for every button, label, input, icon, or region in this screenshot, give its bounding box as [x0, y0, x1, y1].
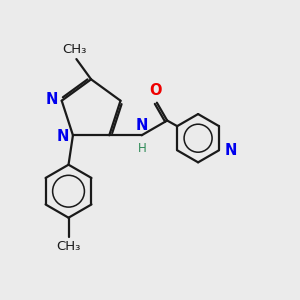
- Text: H: H: [138, 142, 147, 155]
- Text: CH₃: CH₃: [56, 240, 81, 253]
- Text: O: O: [149, 83, 162, 98]
- Text: N: N: [224, 143, 237, 158]
- Text: N: N: [57, 129, 69, 144]
- Text: N: N: [46, 92, 58, 107]
- Text: N: N: [136, 118, 148, 133]
- Text: CH₃: CH₃: [63, 43, 87, 56]
